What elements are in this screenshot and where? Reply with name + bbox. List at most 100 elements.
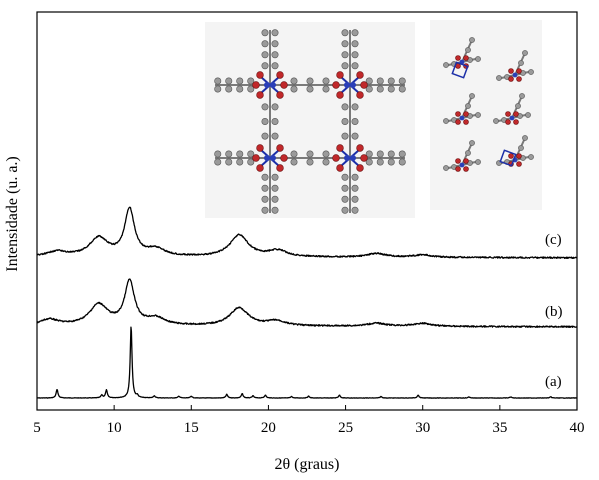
oxygen-atom xyxy=(516,153,522,159)
carbon-atom xyxy=(351,118,359,126)
x-tick-label: 10 xyxy=(107,420,122,436)
carbon-atom xyxy=(493,118,499,124)
metal-atom xyxy=(264,155,270,161)
trace-label-a: (a) xyxy=(545,374,562,390)
carbon-atom xyxy=(290,150,298,158)
carbon-atom xyxy=(351,40,359,48)
carbon-atom xyxy=(214,150,222,158)
carbon-atom xyxy=(341,62,349,70)
carbon-atom xyxy=(247,77,255,85)
carbon-atom xyxy=(261,184,269,192)
carbon-atom xyxy=(475,159,481,165)
xrd-trace-b xyxy=(36,278,578,329)
carbon-atom xyxy=(443,118,449,124)
carbon-atom xyxy=(351,51,359,59)
carbon-atom xyxy=(496,75,502,81)
xrd-trace-a xyxy=(36,326,577,399)
carbon-atom xyxy=(515,103,521,109)
oxygen-atom xyxy=(276,71,284,79)
carbon-atom xyxy=(261,195,269,203)
carbon-atom xyxy=(290,158,298,166)
carbon-atom xyxy=(271,103,279,111)
oxygen-atom xyxy=(332,154,340,162)
carbon-atom xyxy=(351,132,359,140)
oxygen-atom xyxy=(508,68,514,74)
oxygen-atom xyxy=(516,161,522,167)
carbon-atom xyxy=(365,150,373,158)
carbon-atom xyxy=(341,206,349,214)
oxygen-atom xyxy=(455,111,461,117)
carbon-atom xyxy=(518,145,524,151)
carbon-atom xyxy=(469,140,475,146)
trace-label-c: (c) xyxy=(545,232,562,248)
carbon-atom xyxy=(322,158,330,166)
carbon-atom xyxy=(225,85,233,93)
carbon-atom xyxy=(398,150,406,158)
carbon-atom xyxy=(351,206,359,214)
carbon-atom xyxy=(290,85,298,93)
carbon-atom xyxy=(528,69,534,75)
carbon-atom xyxy=(398,158,406,166)
carbon-atom xyxy=(528,154,534,160)
trace-label-b: (b) xyxy=(545,304,563,320)
oxygen-atom xyxy=(505,119,511,125)
oxygen-atom xyxy=(455,166,461,172)
carbon-atom xyxy=(351,184,359,192)
metal-atom xyxy=(459,115,465,121)
carbon-atom xyxy=(271,40,279,48)
x-tick-label: 30 xyxy=(415,420,430,436)
carbon-atom xyxy=(522,50,528,56)
carbon-atom xyxy=(271,184,279,192)
carbon-atom xyxy=(341,51,349,59)
carbon-atom xyxy=(261,118,269,126)
x-axis-ticks: 5 10 15 20 25 30 35 40 xyxy=(33,405,585,436)
carbon-atom xyxy=(341,40,349,48)
oxygen-atom xyxy=(463,55,469,61)
inset-framework-structure xyxy=(205,22,415,218)
carbon-atom xyxy=(398,77,406,85)
oxygen-atom xyxy=(463,119,469,125)
metal-atom xyxy=(264,82,270,88)
carbon-atom xyxy=(261,132,269,140)
carbon-atom xyxy=(225,150,233,158)
carbon-atom xyxy=(351,29,359,37)
carbon-atom xyxy=(225,77,233,85)
oxygen-atom xyxy=(280,154,288,162)
ring xyxy=(451,61,469,79)
xrd-trace-c xyxy=(36,206,577,260)
oxygen-atom xyxy=(513,119,519,125)
x-tick-label: 35 xyxy=(492,420,507,436)
oxygen-atom xyxy=(505,111,511,117)
carbon-atom xyxy=(236,77,244,85)
carbon-atom xyxy=(387,158,395,166)
carbon-atom xyxy=(236,158,244,166)
carbon-atom xyxy=(465,150,471,156)
oxygen-atom xyxy=(256,71,264,79)
oxygen-atom xyxy=(356,71,364,79)
x-tick-label: 15 xyxy=(184,420,199,436)
inset-chain-structure xyxy=(430,20,542,210)
carbon-atom xyxy=(341,118,349,126)
carbon-atom xyxy=(376,85,384,93)
oxygen-atom xyxy=(256,91,264,99)
carbon-atom xyxy=(376,77,384,85)
metal-atom xyxy=(509,115,515,121)
carbon-atom xyxy=(365,85,373,93)
oxygen-atom xyxy=(463,111,469,117)
carbon-atom xyxy=(443,62,449,68)
carbon-atom xyxy=(341,184,349,192)
carbon-atom xyxy=(376,158,384,166)
oxygen-atom xyxy=(336,91,344,99)
carbon-atom xyxy=(469,93,475,99)
carbon-atom xyxy=(290,77,298,85)
x-tick-label: 5 xyxy=(33,420,41,436)
oxygen-atom xyxy=(356,164,364,172)
oxygen-atom xyxy=(256,164,264,172)
oxygen-atom xyxy=(463,166,469,172)
carbon-atom xyxy=(341,195,349,203)
carbon-atom xyxy=(351,173,359,181)
carbon-atom xyxy=(322,77,330,85)
carbon-atom xyxy=(214,85,222,93)
carbon-atom xyxy=(465,103,471,109)
metal-atom xyxy=(344,155,350,161)
